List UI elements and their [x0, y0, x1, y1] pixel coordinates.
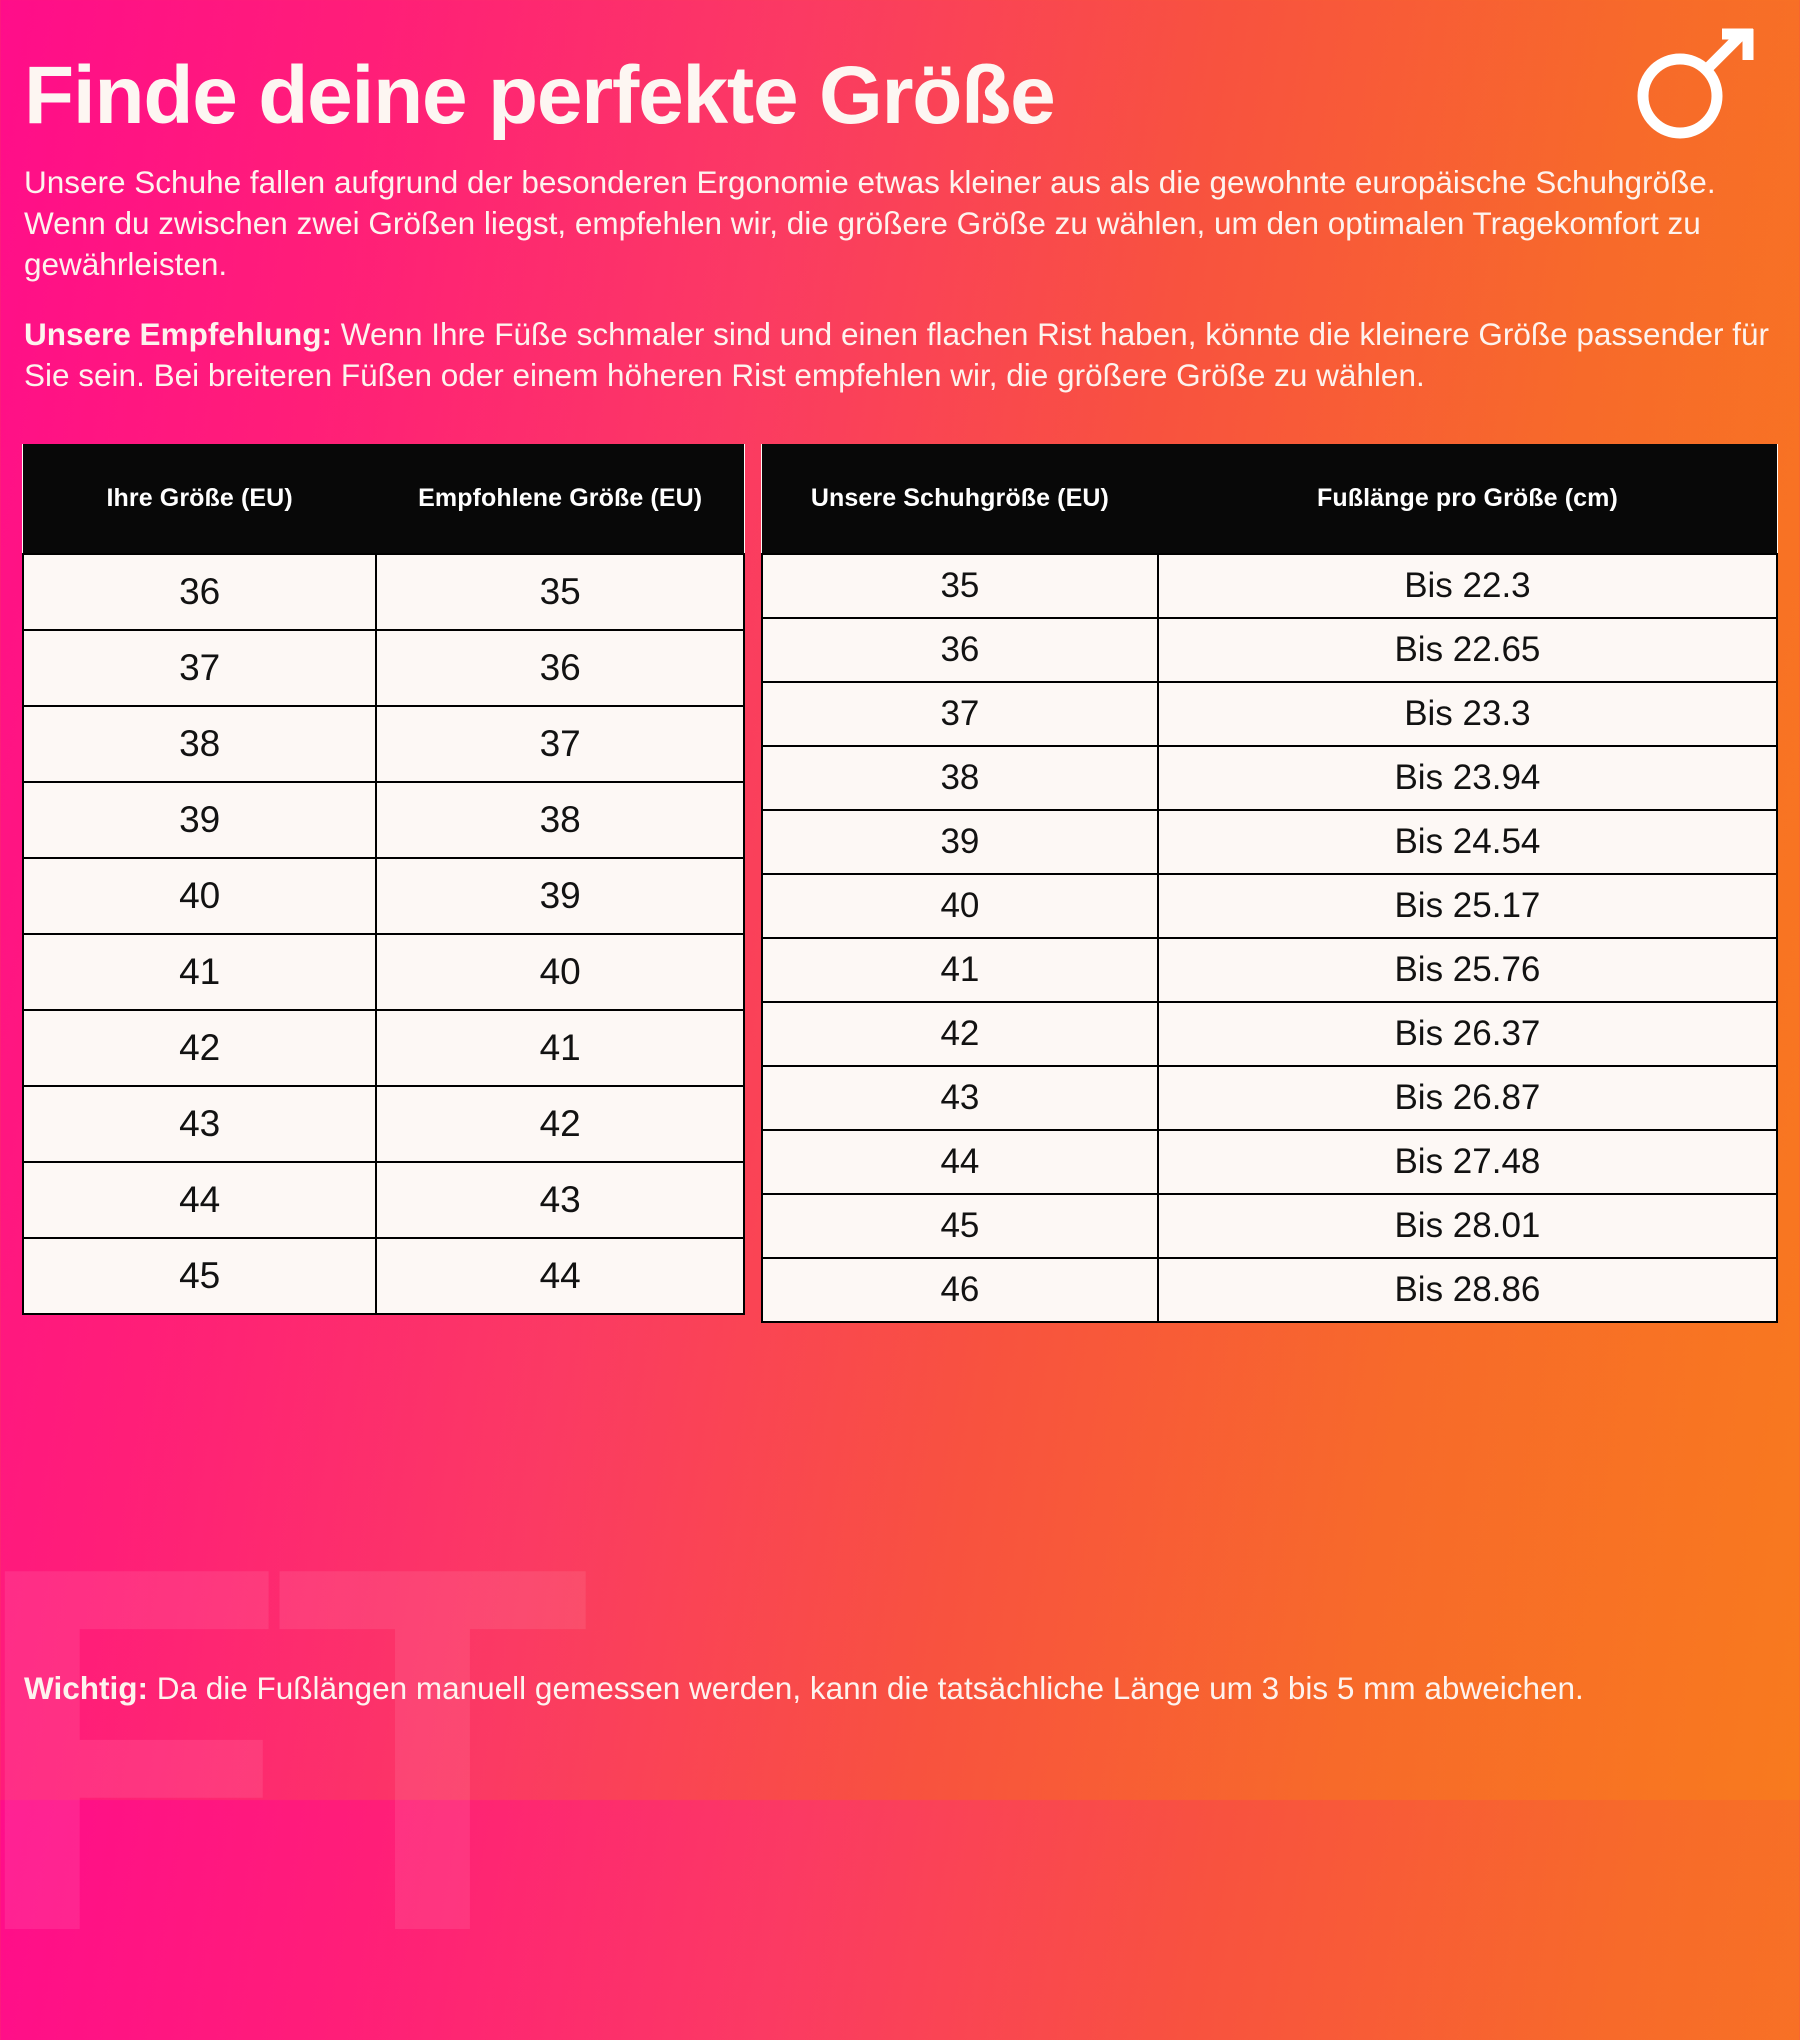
recommendation-text: Wenn Ihre Füße schmaler sind und einen f… [24, 316, 1770, 394]
table-cell: 38 [21, 705, 378, 784]
table-cell: 44 [21, 1161, 378, 1240]
table-row: 38 37 [21, 705, 745, 784]
table-cell: Bis 26.37 [1156, 1001, 1779, 1068]
table-cell: 35 [761, 553, 1159, 620]
table-cell: 37 [375, 705, 745, 784]
table-cell: 38 [375, 781, 745, 860]
table-row: 45 Bis 28.01 [761, 1193, 1779, 1260]
footlength-table-body: 35 Bis 22.3 36 Bis 22.65 37 Bis 23.3 38 Bis 23.… [761, 553, 1779, 1324]
table-row: 44 43 [21, 1161, 745, 1240]
table-cell: Bis 22.65 [1156, 617, 1779, 684]
size-guide-page: FT Finde deine perfekte Größe Unsere Sch… [21, 28, 1779, 1710]
table-cell: 36 [761, 617, 1159, 684]
table-cell: 42 [21, 1009, 378, 1088]
footlength-table-head: Unsere Schuhgröße (EU) Fußlänge pro Größ… [762, 444, 1777, 555]
table-cell: Bis 28.01 [1156, 1193, 1779, 1260]
column-header-foot-length: Fußlänge pro Größe (cm) [1157, 444, 1777, 555]
table-cell: 42 [375, 1085, 745, 1164]
table-row: 42 Bis 26.37 [761, 1001, 1779, 1068]
table-cell: 35 [375, 553, 745, 632]
table-cell: Bis 25.76 [1156, 937, 1779, 1004]
table-row: 36 35 [21, 553, 745, 632]
table-row: 39 38 [21, 781, 745, 860]
column-header-your-size: Ihre Größe (EU) [23, 444, 377, 555]
footer-note-label: Wichtig: [24, 1670, 148, 1707]
table-cell: 46 [761, 1257, 1159, 1324]
table-row: 41 Bis 25.76 [761, 937, 1779, 1004]
table-row: 39 Bis 24.54 [761, 809, 1779, 876]
column-header-our-shoe-size: Unsere Schuhgröße (EU) [762, 444, 1158, 555]
footlength-table: Unsere Schuhgröße (EU) Fußlänge pro Größ… [761, 444, 1779, 1324]
table-cell: Bis 26.87 [1156, 1065, 1779, 1132]
table-cell: 40 [375, 933, 745, 1012]
recommendation-paragraph: Unsere Empfehlung: Wenn Ihre Füße schmal… [24, 314, 1778, 396]
table-row: 35 Bis 22.3 [761, 553, 1779, 620]
table-cell: 41 [375, 1009, 745, 1088]
table-cell: 39 [761, 809, 1159, 876]
conversion-table-body: 36 35 37 36 38 37 39 38 40 39 41 40 42 41 43 42 44 43 45 44 [21, 553, 745, 1316]
table-header-row: Unsere Schuhgröße (EU) Fußlänge pro Größ… [762, 444, 1777, 555]
table-cell: 43 [375, 1161, 745, 1240]
conversion-table: Ihre Größe (EU) Empfohlene Größe (EU) 36… [21, 444, 745, 1316]
table-cell: Bis 24.54 [1156, 809, 1779, 876]
table-row: 41 40 [21, 933, 745, 1012]
table-cell: 44 [761, 1129, 1159, 1196]
recommendation-label: Unsere Empfehlung: [24, 316, 333, 353]
page-title: Finde deine perfekte Größe [24, 50, 1056, 141]
table-cell: 38 [761, 745, 1159, 812]
table-row: 36 Bis 22.65 [761, 617, 1779, 684]
size-tables-container: Ihre Größe (EU) Empfohlene Größe (EU) 36… [21, 444, 1779, 1324]
table-row: 44 Bis 27.48 [761, 1129, 1779, 1196]
table-cell: 45 [21, 1237, 378, 1316]
table-cell: Bis 25.17 [1156, 873, 1779, 940]
table-row: 40 Bis 25.17 [761, 873, 1779, 940]
table-cell: 36 [375, 629, 745, 708]
table-cell: 44 [375, 1237, 745, 1316]
table-row: 43 Bis 26.87 [761, 1065, 1779, 1132]
table-row: 46 Bis 28.86 [761, 1257, 1779, 1324]
table-cell: 43 [761, 1065, 1159, 1132]
table-row: 40 39 [21, 857, 745, 936]
table-cell: 37 [21, 629, 378, 708]
table-row: 37 Bis 23.3 [761, 681, 1779, 748]
table-cell: 43 [21, 1085, 378, 1164]
footer-note-text: Da die Fußlängen manuell gemessen werden… [147, 1670, 1584, 1707]
table-cell: Bis 28.86 [1156, 1257, 1779, 1324]
table-cell: 36 [21, 553, 378, 632]
background-watermark: FT [0, 1459, 591, 2040]
table-cell: Bis 23.3 [1156, 681, 1779, 748]
table-cell: 39 [375, 857, 745, 936]
table-cell: 41 [21, 933, 378, 1012]
table-cell: 42 [761, 1001, 1159, 1068]
intro-paragraph: Unsere Schuhe fallen aufgrund der besond… [24, 163, 1716, 282]
table-cell: Bis 23.94 [1156, 745, 1779, 812]
conversion-table-head: Ihre Größe (EU) Empfohlene Größe (EU) [23, 444, 744, 555]
conversion-table-wrap: Ihre Größe (EU) Empfohlene Größe (EU) 36… [21, 444, 745, 1316]
table-row: 38 Bis 23.94 [761, 745, 1779, 812]
table-row: 42 41 [21, 1009, 745, 1088]
table-header-row: Ihre Größe (EU) Empfohlene Größe (EU) [23, 444, 744, 555]
table-cell: 40 [761, 873, 1159, 940]
table-cell: 39 [21, 781, 378, 860]
table-cell: Bis 27.48 [1156, 1129, 1779, 1196]
column-header-recommended-size: Empfohlene Größe (EU) [376, 444, 744, 555]
table-cell: 40 [21, 857, 378, 936]
table-cell: 45 [761, 1193, 1159, 1260]
table-row: 45 44 [21, 1237, 745, 1316]
footlength-table-wrap: Unsere Schuhgröße (EU) Fußlänge pro Größ… [761, 444, 1779, 1324]
table-row: 43 42 [21, 1085, 745, 1164]
table-row: 37 36 [21, 629, 745, 708]
footer-note: Wichtig: Da die Fußlängen manuell gemess… [24, 1668, 1776, 1710]
table-cell: Bis 22.3 [1156, 553, 1779, 620]
table-cell: 41 [761, 937, 1159, 1004]
venus-mars-icon [1637, 28, 1754, 139]
table-cell: 37 [761, 681, 1159, 748]
